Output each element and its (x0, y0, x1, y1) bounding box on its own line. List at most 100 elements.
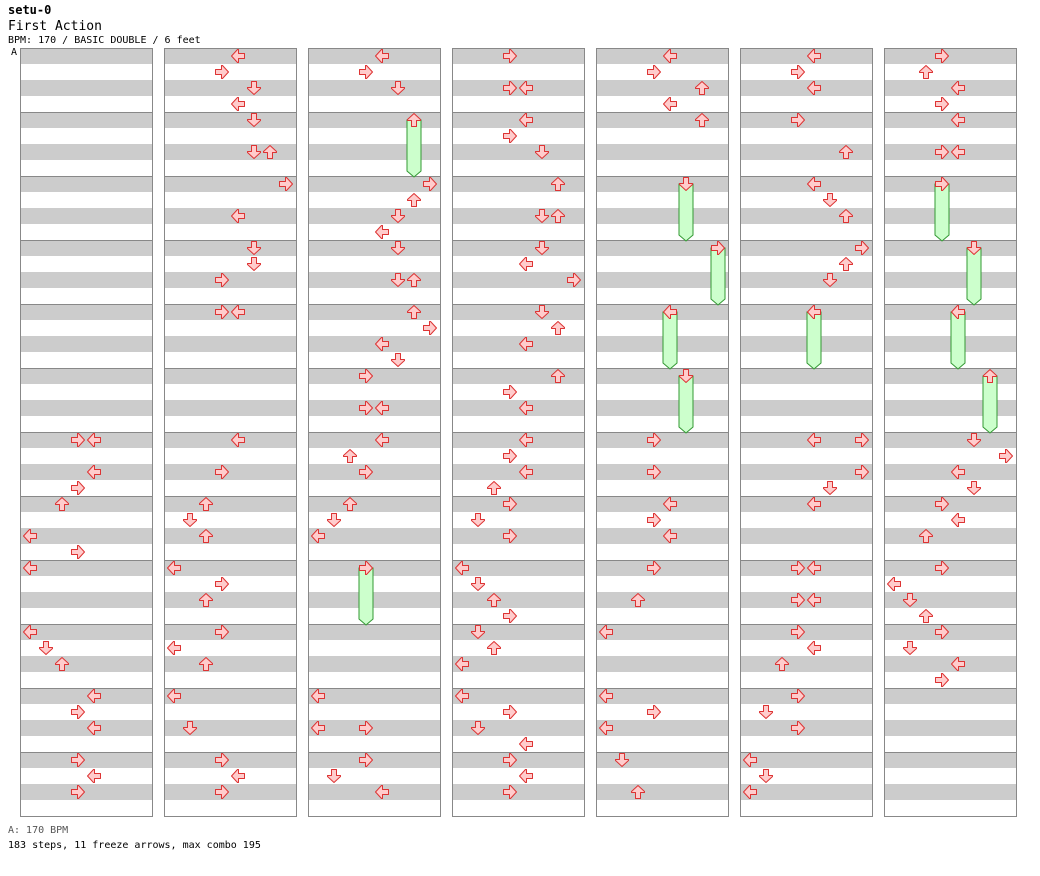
beat-stripe (596, 608, 728, 624)
arrow-left (599, 721, 613, 735)
arrow-down (391, 273, 405, 287)
arrow-right (503, 753, 517, 767)
beat-stripe (20, 736, 152, 752)
freeze-head-down (679, 177, 693, 191)
beat-stripe (308, 96, 440, 112)
arrow-down (471, 513, 485, 527)
beat-stripe (884, 112, 1016, 128)
beat-stripe (164, 256, 296, 272)
beat-stripe (740, 176, 872, 192)
arrow-right (71, 545, 85, 559)
arrow-left (663, 49, 677, 63)
chart-column (596, 48, 729, 817)
arrow-down (967, 481, 981, 495)
beat-stripe (164, 480, 296, 496)
beat-stripe (20, 432, 152, 448)
beat-stripe (740, 464, 872, 480)
beat-stripe (740, 656, 872, 672)
beat-stripe (20, 704, 152, 720)
beat-stripe (20, 144, 152, 160)
beat-stripe (308, 240, 440, 256)
beat-stripe (884, 736, 1016, 752)
beat-stripe (20, 384, 152, 400)
beat-stripe (740, 48, 872, 64)
beat-stripe (596, 320, 728, 336)
arrow-left (231, 305, 245, 319)
beat-stripe (308, 432, 440, 448)
beat-stripe (452, 112, 584, 128)
beat-stripe (452, 144, 584, 160)
column-border (164, 48, 297, 817)
beat-stripe (596, 160, 728, 176)
beat-stripe (452, 368, 584, 384)
beat-stripe (740, 288, 872, 304)
beat-stripe (884, 624, 1016, 640)
beat-stripe (164, 640, 296, 656)
beat-stripe (308, 336, 440, 352)
arrow-up (839, 209, 853, 223)
beat-stripe (452, 800, 584, 816)
beat-stripe (20, 720, 152, 736)
beat-stripe (164, 560, 296, 576)
beat-stripe (308, 64, 440, 80)
beat-stripe (452, 352, 584, 368)
beat-stripe (740, 448, 872, 464)
beat-stripe (20, 640, 152, 656)
chart-column (740, 48, 873, 817)
beat-stripe (452, 400, 584, 416)
beat-stripe (452, 464, 584, 480)
arrow-down (903, 641, 917, 655)
beat-stripe (20, 576, 152, 592)
beat-stripe (20, 336, 152, 352)
beat-stripe (308, 496, 440, 512)
column-border (20, 48, 153, 817)
beat-stripe (164, 224, 296, 240)
arrow-left (23, 529, 37, 543)
beat-stripe (596, 672, 728, 688)
beat-stripe (740, 304, 872, 320)
beat-stripe (308, 256, 440, 272)
beat-stripe (20, 784, 152, 800)
beat-stripe (596, 752, 728, 768)
beat-stripe (20, 560, 152, 576)
arrow-right (791, 721, 805, 735)
beat-stripe (596, 400, 728, 416)
beat-stripe (596, 80, 728, 96)
arrow-right (791, 561, 805, 575)
arrow-right (71, 433, 85, 447)
arrow-up (407, 273, 421, 287)
step-chart (20, 48, 1017, 817)
beat-stripe (308, 416, 440, 432)
beat-stripe (452, 432, 584, 448)
beat-stripe (596, 64, 728, 80)
beat-stripe (884, 144, 1016, 160)
arrow-right (647, 513, 661, 527)
beat-stripe (308, 464, 440, 480)
beat-stripe (740, 704, 872, 720)
beat-stripe (740, 112, 872, 128)
arrow-up (919, 65, 933, 79)
arrow-up (775, 657, 789, 671)
beat-stripe (884, 752, 1016, 768)
beat-stripe (452, 224, 584, 240)
beat-stripe (164, 688, 296, 704)
freeze-body (950, 311, 966, 370)
arrow-left (743, 785, 757, 799)
arrow-right (935, 625, 949, 639)
beat-stripe (452, 192, 584, 208)
beat-stripe (884, 560, 1016, 576)
beat-stripe (308, 368, 440, 384)
arrow-left (231, 97, 245, 111)
arrow-right (935, 97, 949, 111)
beat-stripe (164, 704, 296, 720)
freeze-head-left (663, 305, 677, 319)
beat-stripe (596, 720, 728, 736)
freeze-head-up (983, 369, 997, 383)
beat-stripe (452, 672, 584, 688)
beat-stripe (308, 784, 440, 800)
beat-stripe (308, 400, 440, 416)
arrow-right (359, 721, 373, 735)
beat-stripe (740, 320, 872, 336)
arrow-left (87, 465, 101, 479)
freeze-head-left (807, 305, 821, 319)
